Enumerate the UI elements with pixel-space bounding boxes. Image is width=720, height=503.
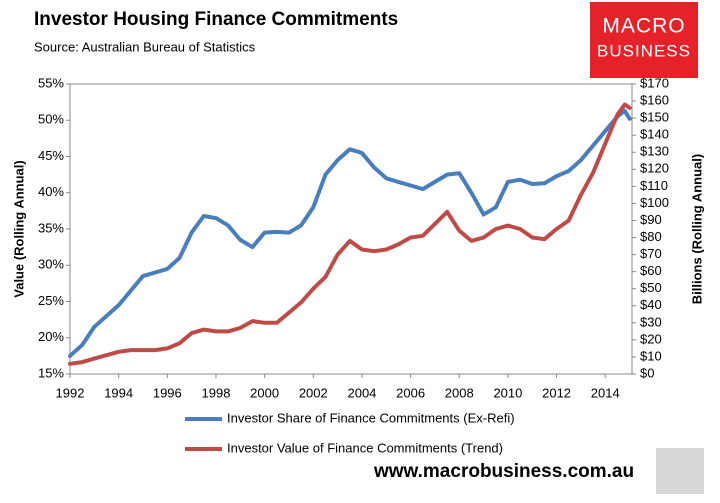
x-tick-label: 2008	[445, 385, 474, 400]
y2-tick-label: $120	[640, 161, 669, 176]
y-tick-label: 55%	[38, 75, 64, 90]
y-tick-label: 15%	[38, 365, 64, 380]
logo-text: BUSINESS	[597, 41, 691, 60]
x-tick-label: 1996	[153, 385, 182, 400]
y2-tick-label: $100	[640, 195, 669, 210]
y2-tick-label: $40	[640, 297, 662, 312]
legend-label: Investor Value of Finance Commitments (T…	[227, 440, 503, 455]
y-tick-label: 25%	[38, 293, 64, 308]
x-tick-label: 1998	[202, 385, 231, 400]
y2-tick-label: $150	[640, 110, 669, 125]
plot-frame	[69, 83, 633, 375]
chart-title: Investor Housing Finance Commitments	[34, 9, 398, 30]
x-tick-label: 1992	[56, 385, 85, 400]
x-tick-label: 2006	[396, 385, 425, 400]
x-tick-label: 2010	[493, 385, 522, 400]
y-tick-label: 45%	[38, 148, 64, 163]
y-tick-label: 50%	[38, 112, 64, 127]
y2-tick-label: $160	[640, 92, 669, 107]
x-tick-label: 2014	[591, 385, 620, 400]
series-line	[68, 102, 632, 366]
y2-tick-label: $30	[640, 314, 662, 329]
y2-tick-label: $20	[640, 331, 662, 346]
legend-label: Investor Share of Finance Commitments (E…	[227, 410, 515, 425]
y2-tick-label: $60	[640, 263, 662, 278]
y2-tick-label: $0	[640, 365, 654, 380]
x-tick-label: 2004	[347, 385, 376, 400]
y2-axis-title: Billions (Rolling Annual)	[689, 154, 704, 304]
y2-tick-label: $50	[640, 280, 662, 295]
footer-url: www.macrobusiness.com.au	[373, 461, 634, 482]
y2-tick-label: $80	[640, 229, 662, 244]
y2-tick-label: $90	[640, 212, 662, 227]
y2-tick-label: $10	[640, 348, 662, 363]
y2-tick-label: $140	[640, 127, 669, 142]
chart-subtitle: Source: Australian Bureau of Statistics	[34, 39, 256, 54]
y2-tick-label: $70	[640, 246, 662, 261]
y2-tick-label: $170	[640, 75, 669, 90]
y-tick-label: 40%	[38, 184, 64, 199]
y-axis-title: Value (Rolling Annual)	[11, 160, 26, 297]
series-line	[68, 108, 632, 358]
x-tick-label: 2012	[542, 385, 571, 400]
y2-tick-label: $130	[640, 144, 669, 159]
x-tick-label: 2002	[299, 385, 328, 400]
y-tick-label: 20%	[38, 329, 64, 344]
x-tick-label: 2000	[250, 385, 279, 400]
wolf-logo	[656, 448, 704, 494]
y-tick-label: 35%	[38, 220, 64, 235]
y2-tick-label: $110	[640, 178, 668, 193]
logo-box	[590, 2, 698, 78]
x-tick-label: 1994	[104, 385, 133, 400]
y-tick-label: 30%	[38, 257, 64, 272]
logo-text: MACRO	[602, 15, 685, 38]
